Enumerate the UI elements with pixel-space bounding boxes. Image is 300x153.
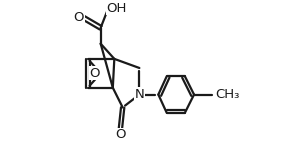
Text: CH₃: CH₃ <box>215 88 240 101</box>
Text: OH: OH <box>106 2 127 15</box>
Text: N: N <box>134 88 144 101</box>
Text: O: O <box>74 11 84 24</box>
Text: O: O <box>115 128 126 141</box>
Text: O: O <box>89 67 100 80</box>
